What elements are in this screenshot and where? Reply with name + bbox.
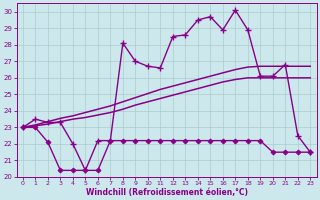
- X-axis label: Windchill (Refroidissement éolien,°C): Windchill (Refroidissement éolien,°C): [85, 188, 248, 197]
